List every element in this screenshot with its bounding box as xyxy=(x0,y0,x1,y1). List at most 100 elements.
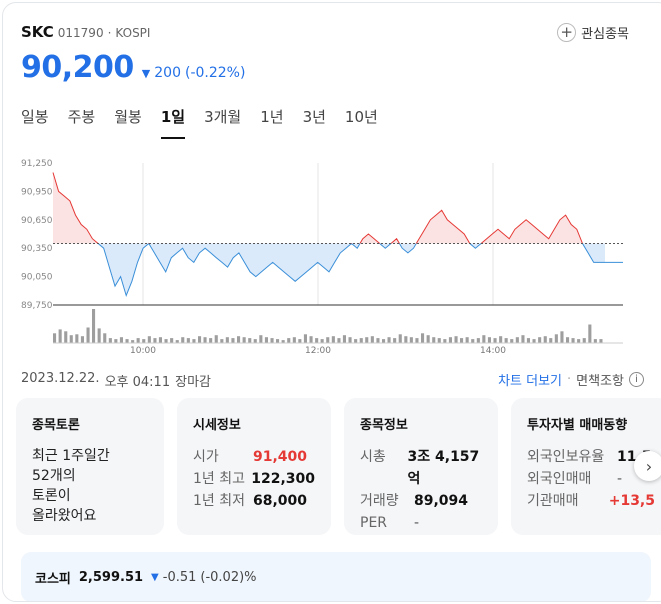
volume-bar xyxy=(281,340,285,343)
info-row: 외국인매매 - xyxy=(527,468,655,490)
volume-bar xyxy=(571,338,575,343)
area-up xyxy=(53,172,583,244)
institution-trade-value: +13,5 xyxy=(608,493,655,509)
volume-bar xyxy=(365,337,369,343)
discussion-line: 52개의 xyxy=(32,468,76,484)
volume-bar xyxy=(448,337,452,343)
volume-bar xyxy=(554,334,558,343)
volume-label: 거래량 xyxy=(360,493,399,509)
volume-bar xyxy=(158,337,162,343)
institution-trade-label: 기관매매 xyxy=(527,493,579,509)
watchlist-button[interactable]: + 관심종목 xyxy=(557,23,629,42)
x-tick-label: 12:00 xyxy=(305,346,331,353)
volume-bar xyxy=(270,338,274,343)
volume-bar xyxy=(515,337,519,343)
change-amount: 200 xyxy=(154,65,181,81)
discussion-body: 최근 1주일간 52개의 토론이 올라왔어요 xyxy=(32,446,148,526)
volume-bar xyxy=(337,338,341,343)
volume-bar xyxy=(186,338,190,343)
volume-bar xyxy=(147,336,151,343)
volume-bar xyxy=(393,338,397,343)
volume-bar xyxy=(582,338,586,343)
volume-bar xyxy=(92,309,96,343)
volume-bar xyxy=(231,338,235,343)
tab-6[interactable]: 3년 xyxy=(302,108,326,126)
discussion-title: 종목토론 xyxy=(32,418,80,433)
tab-3[interactable]: 1일 xyxy=(160,106,186,139)
open-label: 시가 xyxy=(193,449,219,465)
volume-value: 89,094 xyxy=(414,493,469,509)
volume-bar xyxy=(303,334,307,343)
x-tick-label: 10:00 xyxy=(130,346,156,353)
volume-bar xyxy=(259,335,263,343)
volume-bar xyxy=(136,338,140,343)
foreign-trade-value: - xyxy=(617,471,623,487)
per-label: PER xyxy=(360,515,388,531)
volume-bar xyxy=(588,324,592,343)
volume-bar xyxy=(376,338,380,343)
foreign-ratio-label: 외국인보유율 xyxy=(527,449,605,465)
volume-bar xyxy=(119,337,123,343)
volume-bar xyxy=(153,338,157,343)
discussion-panel[interactable]: 종목토론 최근 1주일간 52개의 토론이 올라왔어요 xyxy=(16,398,164,535)
y-tick-label: 90,650 xyxy=(21,216,53,226)
y-tick-label: 90,050 xyxy=(21,273,53,283)
info-row: 시총 3조 4,157억 xyxy=(360,446,482,490)
volume-bar xyxy=(214,335,218,343)
volume-bar xyxy=(170,338,174,343)
stock-code: 011790 xyxy=(57,26,104,40)
volume-bar xyxy=(504,338,508,343)
volume-bar xyxy=(476,338,480,343)
link-separator: · xyxy=(567,372,572,387)
info-icon[interactable]: i xyxy=(629,372,644,387)
stock-info-panel[interactable]: 종목정보 시총 3조 4,157억 거래량 89,094 PER - xyxy=(344,398,498,535)
y-tick-label: 90,350 xyxy=(21,244,53,254)
info-row: 시가 91,400 xyxy=(193,446,315,468)
volume-bar xyxy=(125,339,129,343)
volume-bar xyxy=(203,337,207,343)
volume-bar xyxy=(543,336,547,343)
volume-bar xyxy=(499,336,503,343)
disclaimer-link[interactable]: 면책조항 xyxy=(576,374,624,389)
market-info-panel[interactable]: 시세정보 시가 91,400 1년 최고 122,300 1년 최저 68,00… xyxy=(177,398,331,535)
tab-7[interactable]: 10년 xyxy=(344,108,378,126)
next-panel-button[interactable]: › xyxy=(634,451,661,481)
market-status: 장마감 xyxy=(175,375,211,390)
volume-bar xyxy=(298,339,302,343)
kospi-bar[interactable]: 코스피 2,599.51 ▼ -0.51 (-0.02)% xyxy=(21,552,651,601)
volume-bar xyxy=(382,339,386,343)
timestamp: 2023.12.22. 오후 04:11 장마감 xyxy=(21,371,211,390)
volume-bar xyxy=(404,336,408,343)
volume-bar xyxy=(253,339,257,343)
discussion-line: 올라왔어요 xyxy=(32,508,97,524)
volume-bar xyxy=(86,327,90,343)
volume-bar xyxy=(175,340,179,343)
current-price: 90,200 xyxy=(21,50,134,85)
volume-bar xyxy=(409,337,413,343)
year-low-value: 68,000 xyxy=(253,493,308,509)
chart-more-link[interactable]: 차트 더보기 xyxy=(498,374,563,389)
volume-bar xyxy=(237,336,241,343)
y-tick-label: 90,950 xyxy=(21,187,53,197)
tab-2[interactable]: 월봉 xyxy=(114,108,142,126)
volume-bar xyxy=(264,337,268,343)
stock-name[interactable]: SKC xyxy=(21,23,54,41)
tab-0[interactable]: 일봉 xyxy=(21,108,49,126)
volume-bar xyxy=(326,337,330,343)
volume-bar xyxy=(432,337,436,343)
tab-5[interactable]: 1년 xyxy=(260,108,284,126)
price-line-down xyxy=(97,243,605,298)
header-separator: · xyxy=(107,26,112,40)
intraday-chart[interactable]: 91,250 90,950 90,650 90,350 90,050 89,750 10:0… xyxy=(19,153,639,353)
investor-title: 투자자별 매매동향 xyxy=(527,418,628,433)
volume-bar xyxy=(248,338,252,343)
watchlist-label: 관심종목 xyxy=(581,27,629,42)
chart-links: 차트 더보기 · 면책조항 i xyxy=(498,370,644,389)
volume-bar xyxy=(538,337,542,343)
volume-bar xyxy=(287,338,291,343)
tab-4[interactable]: 3개월 xyxy=(204,108,242,126)
volume-bar xyxy=(320,339,324,343)
down-arrow-icon: ▼ xyxy=(151,571,159,583)
tab-1[interactable]: 주봉 xyxy=(67,108,96,126)
volume-bar xyxy=(493,338,497,343)
